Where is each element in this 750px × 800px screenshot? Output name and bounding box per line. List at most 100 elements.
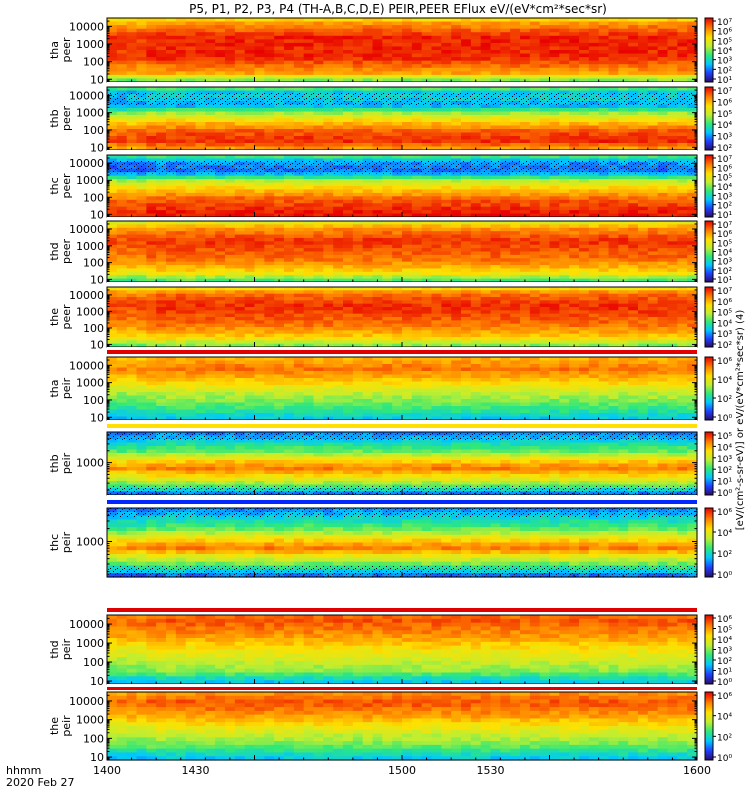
y-tick-label: 10000 — [69, 359, 104, 372]
y-tick-label: 10000 — [69, 89, 104, 102]
colorbar-tick-label: 10⁴ — [717, 529, 732, 539]
y-tick-label: 10000 — [69, 695, 104, 708]
colorbar-tick-label: 10⁷ — [717, 155, 732, 165]
y-tick-label: 100 — [83, 191, 104, 204]
colorbar-gradient — [704, 614, 714, 685]
x-tick-labels: 1400 1430 1500 1530 1600 — [93, 764, 711, 777]
colorbar-tick-label: 10³ — [717, 133, 732, 143]
colorbar-tick-label: 10⁵ — [717, 239, 732, 249]
colorbar-tick-label: 10² — [717, 202, 732, 212]
colorbar-tick-label: 10⁶ — [717, 692, 732, 702]
colorbar-tick-label: 10² — [717, 550, 732, 560]
y-tick-label: 10 — [90, 273, 104, 286]
colorbar-tick-label: 10¹ — [717, 478, 732, 488]
colorbar-tick-label: 10³ — [717, 330, 732, 340]
colorbar-tick-label: 10⁵ — [717, 174, 732, 184]
colorbar: 10⁰ 10² 10⁴ 10⁶ — [704, 507, 732, 581]
panel-tha-peer: 10 100 1000 10000 thapeer 10¹10²10³10⁴10⁵10⁶1… — [48, 17, 732, 86]
colorbar-gradient — [704, 86, 714, 151]
separator-bar — [107, 217, 697, 221]
colorbar-tick-label: 10⁵ — [717, 432, 732, 442]
colorbar-tick-label: 10⁴ — [717, 319, 732, 329]
y-tick-label: 10000 — [69, 20, 104, 33]
y-tick-label: 10 — [90, 675, 104, 688]
panel-label: thdpeer — [48, 239, 73, 265]
spectrogram-cells — [107, 692, 698, 761]
y-tick-label: 10 — [90, 751, 104, 764]
colorbar-tick-label: 10⁴ — [717, 47, 732, 57]
y-tick-label: 100 — [83, 56, 104, 69]
colorbar-tick-label: 10⁶ — [717, 508, 732, 518]
colorbar-tick-label: 10⁶ — [717, 357, 732, 367]
noise-speckle — [107, 92, 697, 106]
colorbar-tick-label: 10⁰ — [717, 754, 732, 764]
panels-group: 10100100010000thapeer10¹10²10³10⁴10⁵10⁶1… — [48, 17, 732, 764]
y-tick-label: 100 — [83, 394, 104, 407]
separator-bar — [107, 504, 697, 508]
colorbar-gradient — [704, 431, 714, 496]
separator-bar — [107, 605, 697, 608]
colorbar-tick-label: 10⁴ — [717, 636, 732, 646]
separator-bar — [107, 690, 697, 692]
colorbar-gradient — [704, 691, 714, 761]
colorbar-tick-label: 10³ — [717, 455, 732, 465]
colorbar-tick-label: 10⁴ — [717, 183, 732, 193]
colorbar-tick-label: 10⁶ — [717, 28, 732, 38]
x-axis-label-hhmm: hhmm — [6, 764, 41, 777]
colorbar-tick-label: 10⁰ — [717, 414, 732, 424]
spectrogram-cells — [107, 287, 698, 348]
y-tick-label: 10 — [90, 141, 104, 154]
colorbar-tick-label: 10³ — [717, 258, 732, 268]
colorbar-gradient — [704, 220, 714, 283]
colorbar-tick-label: 10⁵ — [717, 626, 732, 636]
y-tick-label: 10 — [90, 411, 104, 424]
y-tick-label: 1000 — [76, 305, 104, 318]
x-tick-label: 1600 — [683, 764, 711, 777]
separator-bar — [107, 612, 697, 615]
separator-bar — [107, 350, 697, 354]
colorbar-tick-label: 10⁵ — [717, 309, 732, 319]
colorbar-tick-label: 10⁴ — [717, 443, 732, 453]
panel-thc-peer: 10 100 1000 10000 thcpeer 10¹10²10³10⁴10⁵10⁶1… — [48, 150, 732, 221]
colorbar-tick-label: 10⁴ — [717, 713, 732, 723]
y-tick-label: 10000 — [69, 157, 104, 170]
separator-bar — [107, 354, 697, 357]
panel-thd-peir: 10 100 1000 10000 thdpeir 10⁰10¹10²10³10⁴10⁵1… — [48, 605, 732, 688]
colorbar-tick-label: 10⁷ — [717, 221, 732, 231]
colorbar-tick-label: 10² — [717, 395, 732, 405]
y-tick-label: 1000 — [76, 377, 104, 390]
y-tick-label: 100 — [83, 257, 104, 270]
colorbar-tick-label: 10² — [717, 66, 732, 76]
colorbar-tick-label: 10⁴ — [717, 376, 732, 386]
panel-label: thbpeer — [48, 106, 73, 132]
colorbar-tick-label: 10² — [717, 341, 732, 351]
colorbar-tick-label: 10⁴ — [717, 121, 732, 131]
chart-title: P5, P1, P2, P3, P4 (TH-A,B,C,D,E) PEIR,P… — [189, 2, 607, 16]
panel-tha-peir: 10 100 1000 10000 thapeir 10⁰ 10² 10⁴ 10⁶ — [48, 347, 732, 424]
colorbar: 10⁰ 10² 10⁴ 10⁶ — [704, 356, 732, 424]
y-tick-label: 1000 — [76, 174, 104, 187]
colorbar-tick-label: 10¹ — [717, 211, 732, 221]
colorbar-tick-label: 10⁶ — [717, 164, 732, 174]
colorbar-tick-label: 10⁴ — [717, 249, 732, 259]
y-tick-label: 1000 — [76, 637, 104, 650]
colorbar-tick-label: 10² — [717, 657, 732, 667]
noise-speckle — [107, 565, 697, 577]
y-tick-label: 1000 — [76, 38, 104, 51]
separator-bar — [107, 428, 697, 432]
panel-label: thdpeir — [48, 638, 73, 660]
panel-label: thcpeer — [48, 173, 73, 199]
y-tick-label: 10 — [90, 208, 104, 221]
separator-bar — [107, 500, 697, 504]
colorbar-tick-label: 10⁵ — [717, 37, 732, 47]
colorbar-units-label: [eV/(cm²-s-sr-eV)] or eV/(eV*cm²*sec*sr)… — [735, 310, 746, 531]
colorbar-tick-label: 10⁵ — [717, 110, 732, 120]
panel-the-peir: 10 100 1000 10000 thepeir 10⁰ 10² 10⁴ 10⁶ — [48, 684, 732, 764]
panel-label: thapeer — [48, 37, 73, 63]
